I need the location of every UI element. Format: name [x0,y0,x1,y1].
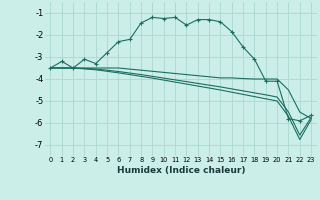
X-axis label: Humidex (Indice chaleur): Humidex (Indice chaleur) [116,166,245,175]
